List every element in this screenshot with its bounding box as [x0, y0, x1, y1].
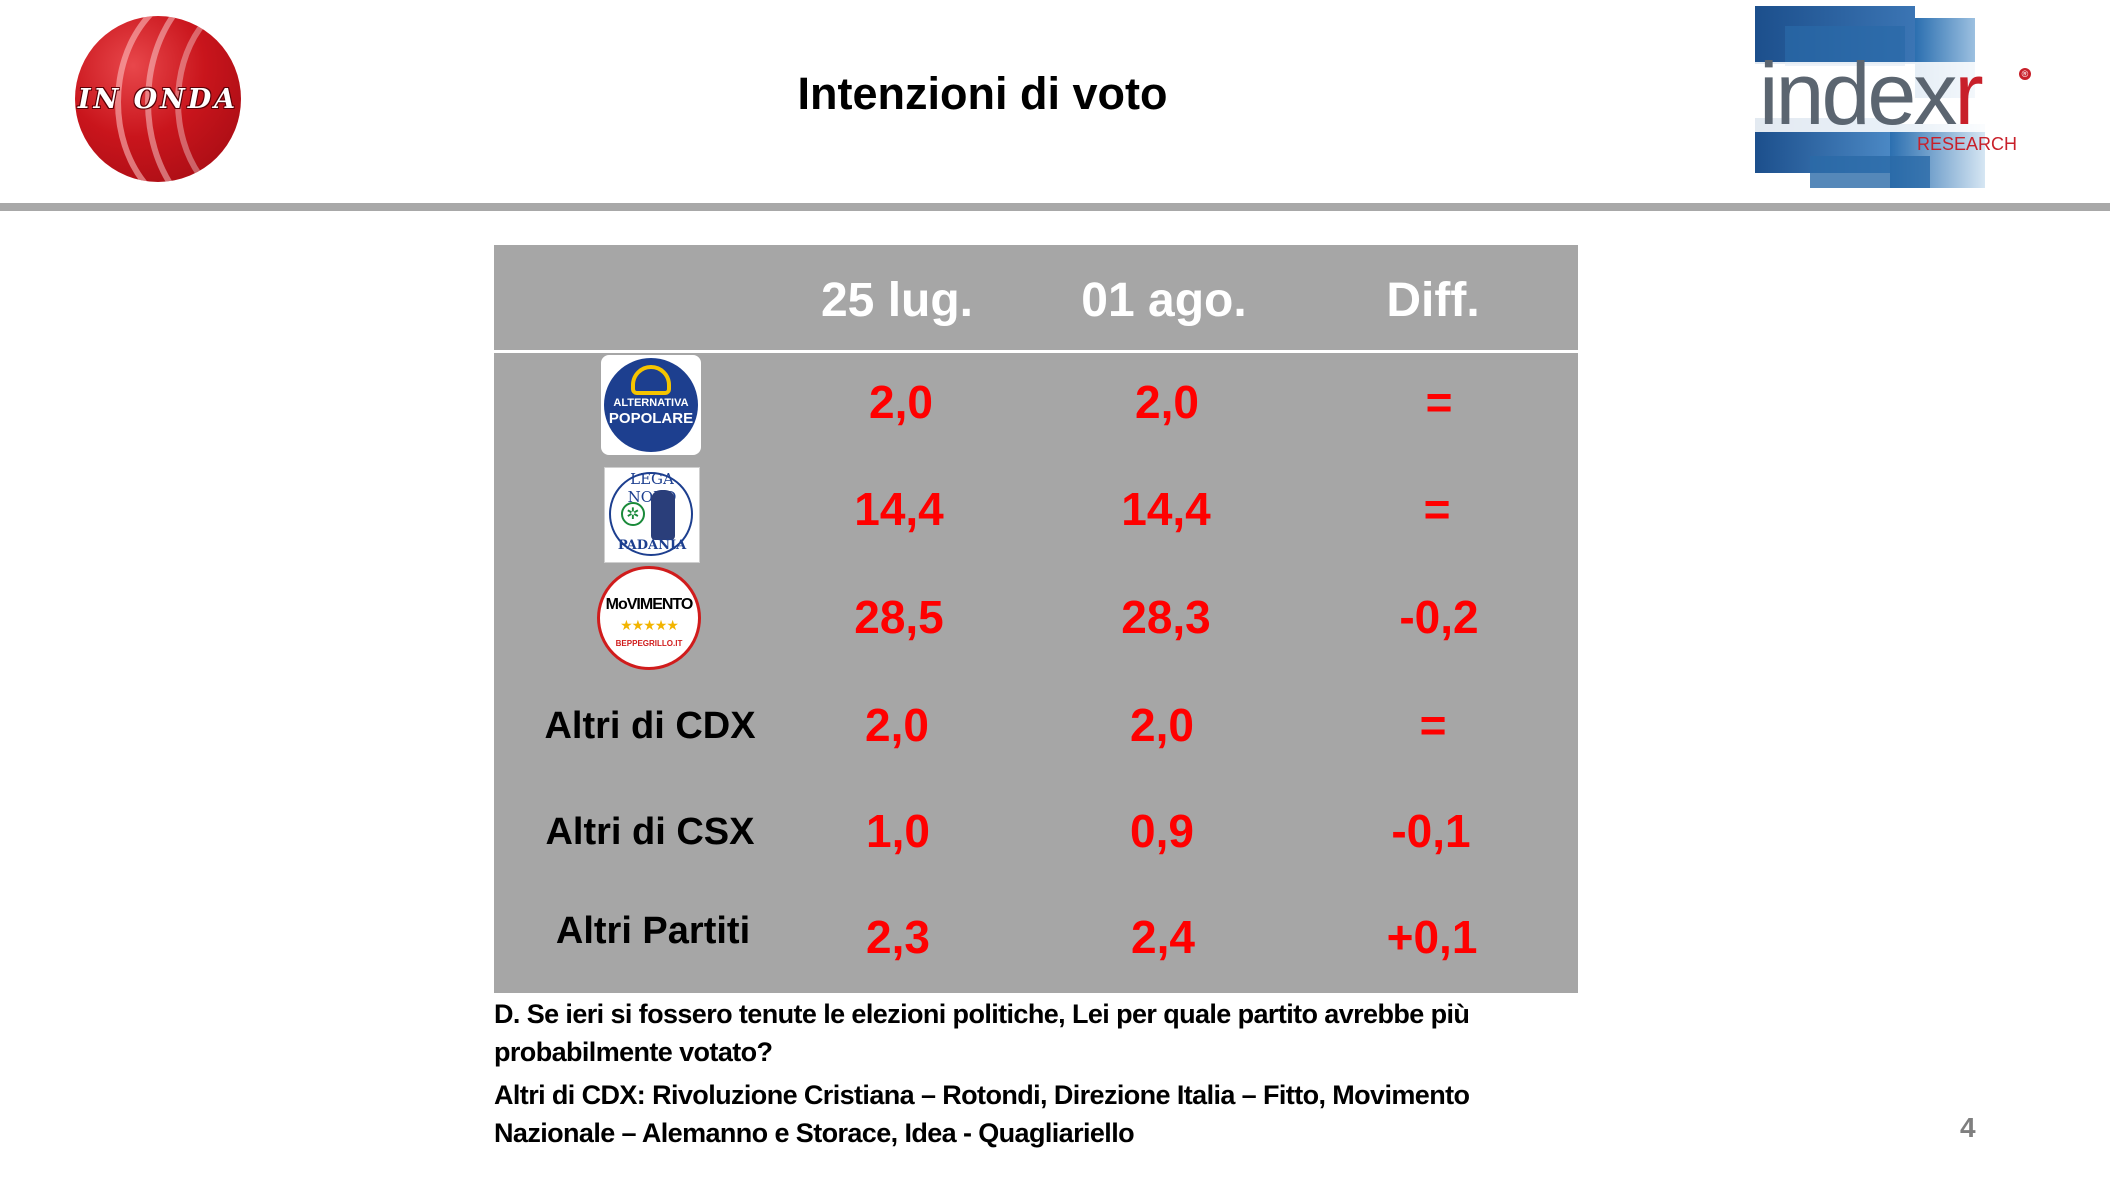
- value-25-lug: 2,0: [865, 699, 929, 751]
- column-header-diff: Diff.: [1386, 274, 1480, 327]
- value-25-lug: 28,5: [854, 591, 944, 643]
- page-title: Intenzioni di voto: [797, 68, 1168, 119]
- alpine-sun-icon: ✲: [621, 502, 645, 526]
- value-diff: -0,1: [1391, 805, 1471, 857]
- alberto-da-giussano-icon: [651, 490, 675, 540]
- ap-logo-text: POPOLARE: [608, 410, 694, 427]
- logo-swirl: [145, 16, 241, 182]
- cdx-note: Altri di CDX: Rivoluzione Cristiana – Ro…: [494, 1080, 1470, 1148]
- value-01-ago: 14,4: [1121, 483, 1211, 535]
- value-01-ago: 2,0: [1130, 699, 1194, 751]
- value-diff: =: [1423, 483, 1451, 535]
- logo-swirl: [115, 16, 241, 182]
- value-diff: -0,2: [1399, 591, 1479, 643]
- value-25-lug: 14,4: [854, 483, 944, 535]
- value-25-lug: 2,0: [869, 376, 933, 428]
- page-number: 4: [1960, 1112, 1976, 1143]
- party-label: Altri di CSX: [545, 811, 755, 853]
- survey-question: D. Se ieri si fossero tenute le elezioni…: [494, 999, 1470, 1067]
- logo-swirl: [175, 16, 241, 182]
- research-label: RESEARCH: [1917, 134, 2018, 154]
- m5s-logo-text: BEPPEGRILLO.IT: [615, 639, 683, 648]
- value-01-ago: 2,0: [1135, 376, 1199, 428]
- party-label: Altri Partiti: [555, 910, 751, 952]
- ap-logo-text: ALTERNATIVA: [613, 397, 689, 409]
- m5s-logo-text: MoVIMENTO: [605, 596, 694, 613]
- in-onda-logo: IN ONDA: [75, 16, 241, 182]
- index-research-logo: indexr ® RESEARCH: [1755, 6, 2031, 194]
- in-onda-logo-text: IN ONDA: [77, 84, 239, 115]
- ln-logo-text: PADANIA: [617, 538, 687, 553]
- registered-mark-icon: ®: [2019, 68, 2031, 80]
- alternativa-popolare-logo: ALTERNATIVA POPOLARE: [601, 355, 701, 455]
- value-01-ago: 28,3: [1121, 591, 1211, 643]
- header-divider: [0, 203, 2110, 211]
- lega-nord-logo: LEGA NORD ✲ PADANIA: [604, 467, 700, 563]
- five-stars-icon: ★★★★★: [620, 617, 679, 633]
- movimento-5-stelle-logo: MoVIMENTO ★★★★★ BEPPEGRILLO.IT: [597, 566, 701, 670]
- column-header-01-ago: 01 ago.: [1081, 274, 1247, 327]
- heart-icon: [631, 365, 671, 395]
- value-01-ago: 2,4: [1131, 911, 1195, 963]
- party-label: Altri di CDX: [544, 705, 756, 747]
- value-01-ago: 0,9: [1130, 805, 1194, 857]
- vote-table: 25 lug. 01 ago. Diff. ALTERNATIVA POPOLA…: [494, 245, 1578, 993]
- value-diff: +0,1: [1386, 911, 1478, 963]
- header-separator: [494, 350, 1578, 353]
- index-logo-text: indexr: [1759, 44, 1984, 143]
- value-diff: =: [1425, 376, 1453, 428]
- value-diff: =: [1419, 699, 1447, 751]
- column-header-25-lug: 25 lug.: [820, 274, 974, 327]
- value-25-lug: 1,0: [866, 805, 930, 857]
- value-25-lug: 2,3: [866, 911, 930, 963]
